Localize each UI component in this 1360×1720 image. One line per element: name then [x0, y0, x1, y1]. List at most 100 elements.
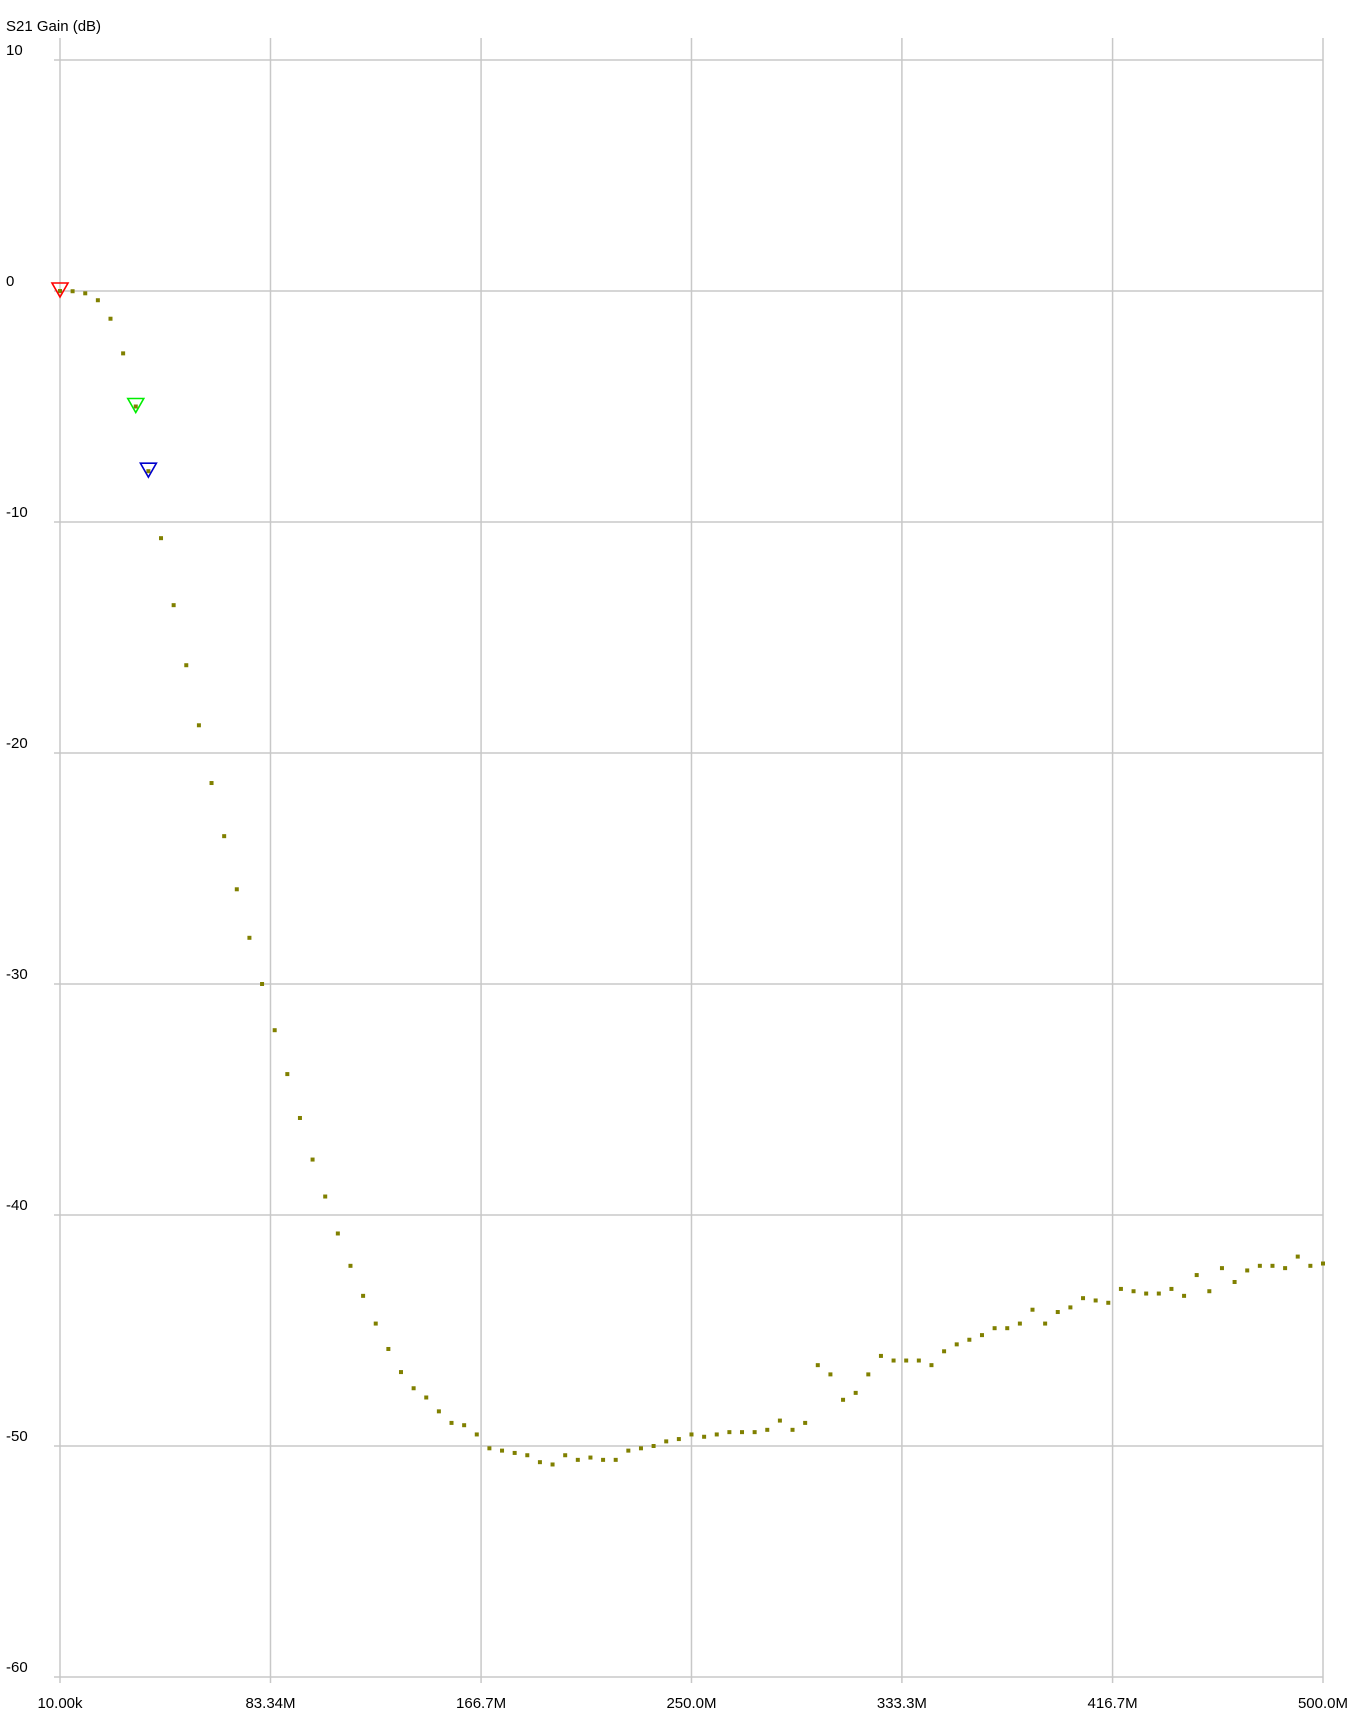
data-point: [765, 1427, 770, 1432]
data-point: [70, 289, 75, 294]
data-point: [436, 1409, 441, 1414]
x-tick-labels: 10.00k 83.34M 166.7M 250.0M 333.3M 416.7M 500.…: [37, 1695, 1348, 1712]
data-point: [1219, 1266, 1224, 1271]
y-tick-label: -50: [6, 1428, 28, 1445]
y-tick-label: -30: [6, 966, 28, 983]
data-point: [1144, 1291, 1149, 1296]
data-point: [260, 982, 265, 986]
data-point: [159, 536, 164, 541]
data-point: [967, 1337, 972, 1342]
data-point: [1030, 1307, 1035, 1312]
data-point: [83, 291, 88, 296]
data-point: [234, 887, 239, 892]
marker-triangle[interactable]: [50, 282, 70, 299]
data-point: [740, 1430, 745, 1435]
data-point: [1308, 1263, 1313, 1268]
y-tick-label: 0: [6, 273, 14, 290]
data-point: [878, 1353, 883, 1358]
data-point: [613, 1457, 618, 1462]
data-point: [714, 1432, 719, 1437]
x-tick-label: 500.0M: [1298, 1695, 1348, 1712]
data-point: [954, 1342, 959, 1347]
y-tick-labels: 10 0 -10 -20 -30 -40 -50 -60: [6, 42, 28, 1676]
data-point: [209, 781, 214, 786]
data-point: [929, 1363, 934, 1368]
data-point: [563, 1453, 568, 1458]
data-point: [866, 1372, 871, 1377]
data-point: [411, 1386, 416, 1391]
data-point: [1106, 1300, 1111, 1305]
data-point: [815, 1363, 820, 1368]
data-point: [348, 1263, 353, 1268]
data-point: [1232, 1279, 1237, 1284]
grid-lines: [54, 38, 1324, 1683]
data-point: [1131, 1289, 1136, 1294]
data-point: [904, 1358, 909, 1363]
data-point: [146, 469, 151, 474]
data-point: [1093, 1298, 1098, 1303]
data-point: [184, 663, 189, 668]
data-point: [588, 1455, 593, 1460]
frequency-markers: [50, 282, 158, 479]
marker-triangle[interactable]: [139, 462, 158, 479]
data-point: [512, 1450, 517, 1455]
data-point: [891, 1358, 896, 1363]
data-point: [537, 1460, 542, 1465]
data-point: [285, 1072, 290, 1077]
data-point: [1270, 1263, 1275, 1268]
data-point: [196, 723, 201, 728]
x-tick-label: 416.7M: [1088, 1695, 1138, 1712]
data-point: [1245, 1268, 1250, 1273]
data-point: [638, 1446, 643, 1451]
data-point: [500, 1448, 505, 1453]
y-axis-label: S21 Gain (dB): [6, 18, 101, 35]
data-point: [689, 1432, 694, 1437]
data-point: [449, 1420, 454, 1425]
y-tick-label: 10: [6, 42, 23, 59]
data-point: [1182, 1293, 1187, 1298]
data-point: [462, 1423, 467, 1428]
data-point: [777, 1418, 782, 1423]
x-tick-label: 166.7M: [456, 1695, 506, 1712]
data-point: [1194, 1273, 1199, 1278]
data-point: [133, 404, 138, 409]
data-point: [575, 1457, 580, 1462]
y-tick-label: -40: [6, 1197, 28, 1214]
data-point: [525, 1453, 530, 1458]
data-point: [222, 834, 227, 839]
data-point: [474, 1432, 479, 1437]
data-point: [1295, 1254, 1300, 1259]
x-tick-label: 250.0M: [666, 1695, 716, 1712]
data-point: [108, 316, 113, 321]
data-point: [1005, 1326, 1010, 1331]
data-point: [676, 1437, 681, 1442]
data-point: [992, 1326, 997, 1331]
data-point: [790, 1427, 795, 1432]
data-point: [853, 1390, 858, 1395]
data-point: [651, 1444, 656, 1448]
data-point: [335, 1231, 340, 1236]
data-point: [601, 1457, 606, 1462]
data-point: [1321, 1261, 1325, 1266]
data-point: [1081, 1296, 1086, 1301]
x-tick-label: 333.3M: [877, 1695, 927, 1712]
data-point: [803, 1420, 808, 1425]
data-point: [487, 1446, 492, 1451]
data-point: [1017, 1321, 1022, 1326]
data-point: [95, 298, 100, 303]
data-point: [752, 1430, 757, 1435]
data-point: [297, 1115, 302, 1120]
data-point: [1169, 1286, 1174, 1291]
marker-triangle[interactable]: [126, 397, 146, 415]
data-point: [361, 1293, 366, 1298]
data-point: [247, 935, 252, 940]
data-point: [626, 1448, 631, 1453]
data-point: [1055, 1310, 1060, 1315]
data-point: [1043, 1321, 1048, 1326]
data-point: [386, 1346, 391, 1351]
data-point: [310, 1157, 315, 1162]
data-point: [664, 1439, 669, 1444]
data-point: [272, 1028, 277, 1033]
data-point: [841, 1397, 846, 1402]
